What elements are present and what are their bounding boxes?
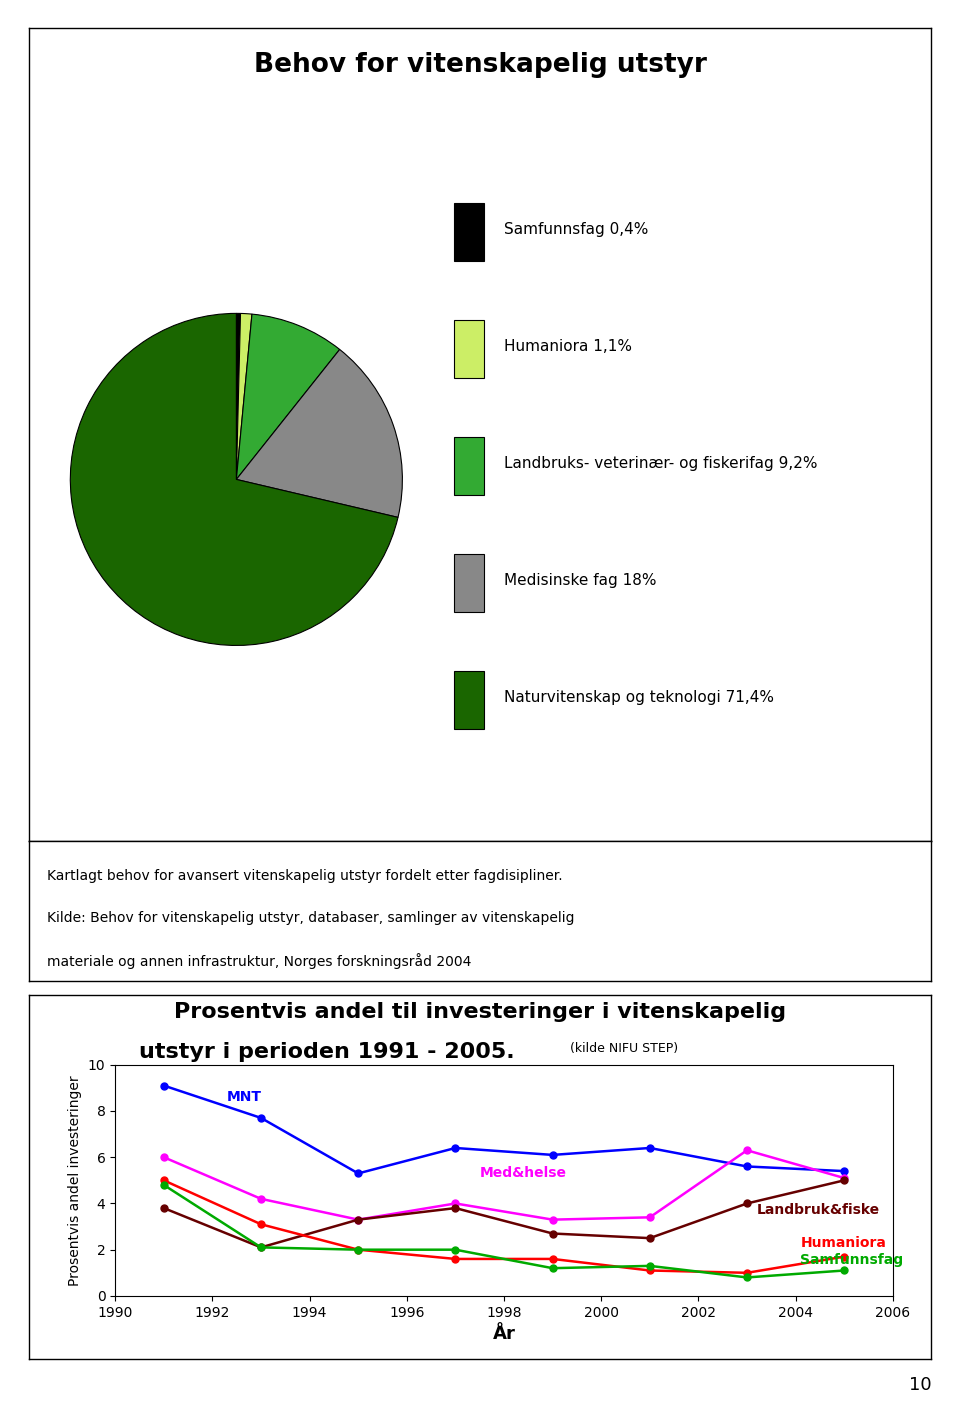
Text: Samfunnsfag: Samfunnsfag: [801, 1252, 903, 1267]
Wedge shape: [236, 314, 252, 479]
Bar: [454, 671, 485, 730]
Text: Prosentvis andel til investeringer i vitenskapelig: Prosentvis andel til investeringer i vit…: [174, 1002, 786, 1021]
Text: 10: 10: [908, 1376, 931, 1394]
Wedge shape: [70, 314, 398, 646]
Text: materiale og annen infrastruktur, Norges forskningsråd 2004: materiale og annen infrastruktur, Norges…: [47, 953, 471, 968]
Text: Landbruk&fiske: Landbruk&fiske: [756, 1203, 880, 1217]
Text: Samfunnsfag 0,4%: Samfunnsfag 0,4%: [504, 221, 648, 237]
Text: Med&helse: Med&helse: [480, 1167, 566, 1181]
Wedge shape: [236, 349, 402, 517]
Text: Kartlagt behov for avansert vitenskapelig utstyr fordelt etter fagdisipliner.: Kartlagt behov for avansert vitenskapeli…: [47, 869, 563, 883]
Text: Landbruks- veterinær- og fiskerifag 9,2%: Landbruks- veterinær- og fiskerifag 9,2%: [504, 455, 817, 471]
Bar: [454, 319, 485, 378]
Text: Medisinske fag 18%: Medisinske fag 18%: [504, 573, 657, 587]
Text: Humaniora 1,1%: Humaniora 1,1%: [504, 339, 632, 353]
Text: Humaniora: Humaniora: [801, 1236, 886, 1250]
Text: (kilde NIFU STEP): (kilde NIFU STEP): [570, 1042, 679, 1055]
Text: utstyr i perioden 1991 - 2005.: utstyr i perioden 1991 - 2005.: [139, 1042, 515, 1062]
Y-axis label: Prosentvis andel investeringer: Prosentvis andel investeringer: [68, 1075, 83, 1286]
Bar: [454, 437, 485, 496]
X-axis label: År: År: [492, 1325, 516, 1344]
Wedge shape: [236, 314, 241, 479]
Text: Naturvitenskap og teknologi 71,4%: Naturvitenskap og teknologi 71,4%: [504, 689, 774, 705]
Bar: [454, 553, 485, 612]
Text: Behov for vitenskapelig utstyr: Behov for vitenskapelig utstyr: [253, 52, 707, 78]
Text: Kilde: Behov for vitenskapelig utstyr, databaser, samlinger av vitenskapelig: Kilde: Behov for vitenskapelig utstyr, d…: [47, 911, 574, 925]
Text: MNT: MNT: [227, 1090, 262, 1104]
Wedge shape: [236, 314, 340, 479]
Bar: [454, 203, 485, 261]
